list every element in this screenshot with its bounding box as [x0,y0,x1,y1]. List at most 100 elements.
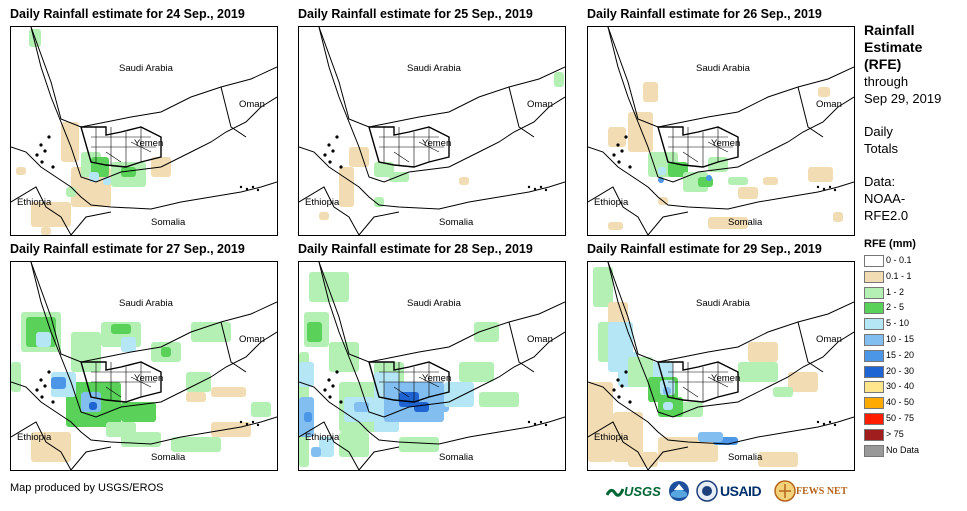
rainfall-cell [186,372,211,392]
borders-layer [588,262,854,470]
rainfall-cell [121,402,156,422]
island [43,149,47,153]
panel-title: Daily Rainfall estimate for 24 Sep., 201… [10,7,245,21]
yemen-outline [80,361,162,403]
island [335,135,339,139]
label-ethiopia: Ethiopia [17,432,52,443]
rainfall-cell [304,412,312,422]
legend-row: 0.1 - 1 [864,270,964,286]
label-somalia: Somalia [728,217,763,228]
island [539,420,543,424]
rainfall-cell [414,402,429,412]
legend-row-label: 0.1 - 1 [886,270,912,281]
border-line [588,381,854,445]
legend-row-label: No Data [886,444,920,455]
map-canvas [11,27,277,235]
island [620,149,624,153]
rainfall-cell [41,227,51,235]
border-line [588,421,649,470]
island [822,187,826,191]
rainfall-cell [329,342,359,372]
legend-swatch [864,286,884,299]
island [39,143,43,147]
usaid-logo-text: USAID [720,483,762,499]
rainfall-cell [103,177,111,185]
panel-title: Daily Rainfall estimate for 28 Sep., 201… [298,242,533,256]
rainfall-cell [251,402,271,417]
border-line [797,321,824,373]
island [616,143,620,147]
rainfall-cell [788,372,818,392]
islands-layer [612,370,837,427]
panel-title: Daily Rainfall estimate for 26 Sep., 201… [587,7,822,21]
rainfall-cell [459,362,494,382]
rainfall-cell [319,437,334,457]
island [239,185,243,189]
legend-row-label: 0 - 0.1 [886,255,912,265]
island [40,160,44,164]
legend-swatch [864,333,884,346]
yemen-outline [368,361,450,403]
island [327,143,331,147]
gov-line [707,376,729,388]
label-ethiopia: Ethiopia [305,197,340,208]
legend-row: 50 - 75 [864,412,964,428]
label-saudi-arabia: Saudi Arabia [696,298,750,309]
map-credit: Map produced by USGS/EROS [10,482,164,494]
border-line [220,86,247,138]
governorate-lines [379,362,444,402]
rainfall-cell [833,212,843,222]
legend-row-label: 15 - 20 [886,349,915,360]
legend-data-label: Data: [864,174,896,189]
border-line [299,186,360,235]
rainfall-cell [186,392,206,402]
rainfall-cell [643,82,658,102]
rainfall-cell [758,452,798,467]
label-ethiopia: Ethiopia [594,432,629,443]
rainfall-cell [11,362,21,392]
rainfall-cell [399,437,439,452]
legend-row: 20 - 30 [864,365,964,381]
label-yemen: Yemen [711,373,741,384]
label-yemen: Yemen [134,373,164,384]
noaa-seal-icon [669,481,689,501]
island [539,185,543,189]
rainfall-cell [763,177,778,185]
border-line [607,27,854,128]
rainfall-cell [738,362,778,382]
governorate-lines [668,362,733,402]
label-somalia: Somalia [151,452,186,463]
gov-line [105,386,122,398]
island [828,420,832,424]
legend-row-label: 50 - 75 [886,412,915,423]
rainfall-cell [479,392,519,407]
island [331,384,335,388]
islands-layer [35,370,260,427]
borders-layer [299,262,565,470]
legend-swatch [864,381,884,394]
map-frame: Saudi Arabia Oman Yemen Ethiopia Somalia [10,26,278,236]
legend-swatch [864,270,884,283]
legend-row: 2 - 5 [864,301,964,317]
border-line [30,27,277,128]
map-canvas [11,262,277,470]
label-somalia: Somalia [439,452,474,463]
gov-line [418,376,440,388]
label-oman: Oman [527,99,553,110]
rainfall-layer [319,72,564,220]
rainfall-cell [161,347,171,357]
yemen-outline [657,126,739,168]
fewsnet-logo: FEWS NET [774,480,847,502]
island [251,420,255,424]
border-line [588,146,854,210]
legend-title-3: (RFE) [864,56,902,72]
legend-row-label: 40 - 50 [886,397,915,408]
governorate-lines [91,127,156,167]
legend-row: > 75 [864,428,964,444]
rainfall-cell [339,167,354,207]
borders-layer [299,27,565,235]
border-line [30,27,277,183]
island [245,422,249,426]
island [328,395,332,399]
legend-daily: Daily [864,124,893,139]
